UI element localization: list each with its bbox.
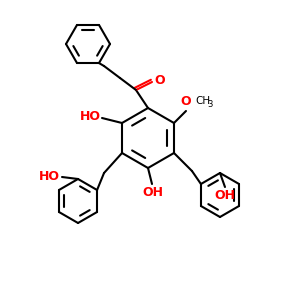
Text: OH: OH [142, 186, 164, 199]
Text: O: O [154, 74, 165, 88]
Text: O: O [181, 95, 191, 108]
Text: OH: OH [214, 189, 236, 202]
Text: 3: 3 [207, 100, 212, 109]
Text: CH: CH [195, 96, 210, 106]
Text: HO: HO [80, 110, 101, 122]
Text: HO: HO [39, 170, 60, 184]
